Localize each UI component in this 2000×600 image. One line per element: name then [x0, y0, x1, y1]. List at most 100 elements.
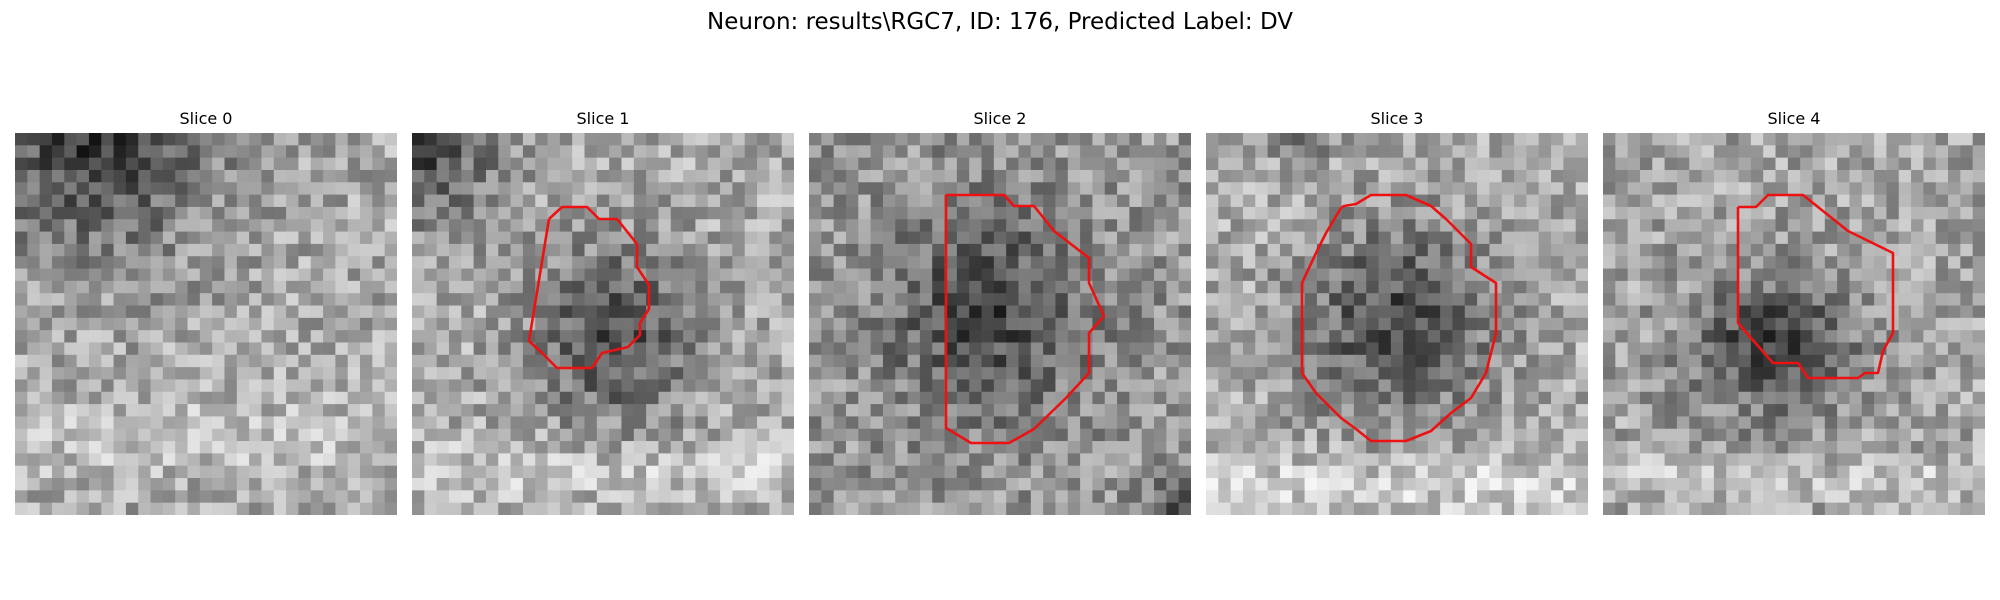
image-pixel — [907, 133, 921, 146]
image-pixel — [1775, 145, 1789, 159]
image-pixel — [125, 268, 139, 282]
image-pixel — [347, 169, 361, 183]
image-pixel — [436, 280, 450, 294]
image-pixel — [1898, 317, 1912, 331]
image-pixel — [584, 391, 598, 405]
image-pixel — [273, 330, 287, 344]
image-pixel — [1911, 490, 1924, 504]
image-pixel — [138, 478, 152, 491]
image-pixel — [1514, 416, 1527, 430]
image-pixel — [1067, 391, 1081, 405]
image-pixel — [547, 453, 561, 467]
image-pixel — [412, 256, 425, 270]
image-pixel — [1464, 182, 1478, 196]
image-pixel — [1898, 182, 1912, 196]
image-pixel — [932, 305, 946, 319]
image-pixel — [347, 182, 361, 196]
image-pixel — [1440, 428, 1454, 442]
image-pixel — [1627, 157, 1641, 171]
image-pixel — [993, 465, 1007, 479]
image-pixel — [461, 280, 475, 294]
image-pixel — [658, 145, 672, 159]
image-pixel — [101, 133, 115, 146]
image-pixel — [286, 133, 300, 146]
image-pixel — [1218, 379, 1232, 393]
image-pixel — [1440, 305, 1454, 319]
image-pixel — [473, 280, 487, 294]
image-pixel — [1551, 453, 1564, 467]
image-pixel — [646, 157, 660, 171]
image-pixel — [261, 231, 275, 245]
image-pixel — [1055, 169, 1069, 183]
image-pixel — [360, 194, 373, 208]
image-pixel — [1563, 206, 1577, 220]
image-pixel — [1242, 354, 1256, 368]
image-pixel — [150, 391, 164, 405]
image-pixel — [199, 453, 213, 467]
image-pixel — [993, 256, 1007, 270]
image-pixel — [1603, 465, 1616, 479]
image-pixel — [596, 182, 610, 196]
image-pixel — [1972, 182, 1985, 196]
image-pixel — [125, 465, 139, 479]
image-pixel — [286, 206, 300, 220]
image-pixel — [1366, 441, 1380, 454]
image-pixel — [1366, 502, 1380, 515]
image-pixel — [1627, 280, 1641, 294]
image-pixel — [1551, 268, 1564, 282]
image-pixel — [1267, 441, 1281, 454]
image-pixel — [1403, 441, 1417, 454]
image-pixel — [88, 219, 102, 233]
image-pixel — [559, 379, 573, 393]
image-pixel — [261, 206, 275, 220]
image-pixel — [1750, 305, 1764, 319]
image-pixel — [821, 330, 835, 344]
image-pixel — [1812, 453, 1826, 467]
image-pixel — [932, 182, 946, 196]
image-pixel — [1664, 428, 1678, 442]
image-pixel — [1935, 256, 1949, 270]
image-pixel — [1800, 268, 1814, 282]
image-pixel — [732, 157, 746, 171]
image-pixel — [769, 502, 783, 515]
image-pixel — [1514, 293, 1527, 307]
image-pixel — [1849, 133, 1863, 146]
image-pixel — [1911, 256, 1924, 270]
image-pixel — [1713, 293, 1727, 307]
image-pixel — [1043, 133, 1057, 146]
image-pixel — [895, 391, 909, 405]
image-pixel — [51, 194, 65, 208]
image-pixel — [1378, 169, 1392, 183]
image-pixel — [1292, 157, 1306, 171]
image-pixel — [1353, 502, 1367, 515]
image-pixel — [335, 157, 349, 171]
image-pixel — [1403, 268, 1417, 282]
image-pixel — [1255, 145, 1269, 159]
image-pixel — [621, 133, 635, 146]
image-pixel — [609, 157, 623, 171]
image-pixel — [1787, 478, 1801, 491]
image-pixel — [1178, 416, 1191, 430]
image-pixel — [1230, 169, 1244, 183]
image-pixel — [125, 354, 139, 368]
image-pixel — [1464, 354, 1478, 368]
image-pixel — [1154, 428, 1167, 442]
image-pixel — [1923, 169, 1937, 183]
image-pixel — [298, 342, 312, 356]
image-pixel — [769, 133, 783, 146]
image-pixel — [932, 243, 946, 257]
image-pixel — [1837, 441, 1851, 454]
image-pixel — [1603, 182, 1616, 196]
image-pixel — [1923, 231, 1937, 245]
image-pixel — [870, 182, 884, 196]
image-pixel — [1689, 145, 1703, 159]
image-pixel — [1514, 145, 1527, 159]
image-pixel — [1206, 317, 1219, 331]
image-pixel — [372, 478, 386, 491]
image-pixel — [485, 391, 499, 405]
image-pixel — [1366, 379, 1380, 393]
image-pixel — [212, 133, 226, 146]
image-pixel — [1911, 305, 1924, 319]
image-pixel — [261, 490, 275, 504]
image-pixel — [323, 453, 336, 467]
